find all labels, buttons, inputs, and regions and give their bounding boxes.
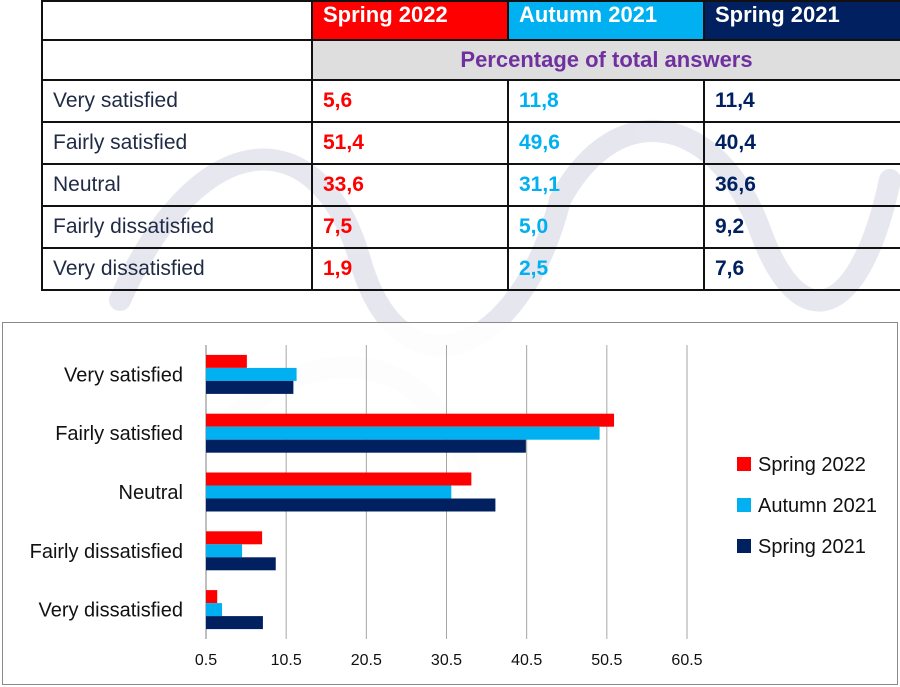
row-value: 7,5 — [311, 205, 509, 249]
row-label: Neutral — [41, 163, 313, 207]
table-row: Very satisfied 5,6 11,8 11,4 — [41, 79, 900, 123]
table-row: Very dissatisfied 1,9 2,5 7,6 — [41, 247, 900, 291]
legend-swatch — [737, 457, 751, 471]
bar — [206, 413, 615, 427]
row-value: 7,6 — [703, 247, 900, 291]
category-label: Fairly dissatisfied — [30, 541, 183, 563]
row-label: Very satisfied — [41, 79, 313, 123]
bar — [206, 498, 496, 512]
table-row: Neutral 33,6 31,1 36,6 — [41, 163, 900, 207]
row-value: 9,2 — [703, 205, 900, 249]
category-label: Fairly satisfied — [55, 423, 183, 445]
header-spring-2021: Spring 2021 — [703, 0, 900, 41]
row-label: Fairly dissatisfied — [41, 205, 313, 249]
table-subheader-row: Percentage of total answers — [41, 39, 900, 81]
bar — [206, 603, 223, 617]
bar — [206, 485, 452, 499]
bar — [206, 354, 247, 368]
row-value: 5,6 — [311, 79, 509, 123]
x-tick-label: 20.5 — [351, 652, 382, 669]
bar — [206, 426, 600, 440]
category-label: Neutral — [119, 482, 183, 504]
row-label: Very dissatisfied — [41, 247, 313, 291]
bar — [206, 472, 472, 486]
x-tick-label: 30.5 — [431, 652, 462, 669]
row-value: 36,6 — [703, 163, 900, 207]
bar — [206, 616, 263, 630]
x-tick-label: 0.5 — [195, 652, 217, 669]
bar — [206, 531, 263, 545]
row-value: 1,9 — [311, 247, 509, 291]
row-value: 51,4 — [311, 121, 509, 165]
row-value: 31,1 — [507, 163, 705, 207]
row-value: 2,5 — [507, 247, 705, 291]
legend-swatch — [737, 539, 751, 553]
category-label: Very dissatisfied — [38, 600, 183, 622]
table-row: Fairly dissatisfied 7,5 5,0 9,2 — [41, 205, 900, 249]
bar-chart: 0.5 10.5 20.5 30.5 40.5 50.5 60.5 Very satisfie… — [2, 322, 898, 685]
table-header-row: Spring 2022 Autumn 2021 Spring 2021 — [41, 0, 900, 41]
bar — [206, 367, 297, 381]
row-value: 33,6 — [311, 163, 509, 207]
x-tick-label: 50.5 — [591, 652, 622, 669]
row-value: 49,6 — [507, 121, 705, 165]
legend-label: Spring 2021 — [758, 536, 866, 558]
row-label: Fairly satisfied — [41, 121, 313, 165]
bar — [206, 439, 526, 453]
category-label: Very satisfied — [64, 364, 183, 386]
bar — [206, 557, 276, 571]
header-autumn-2021: Autumn 2021 — [507, 0, 705, 41]
bar — [206, 590, 218, 604]
x-tick-label: 10.5 — [271, 652, 302, 669]
legend-label: Spring 2022 — [758, 454, 866, 476]
x-tick-label: 40.5 — [511, 652, 542, 669]
subheader-label: Percentage of total answers — [311, 39, 900, 81]
bar — [206, 544, 243, 558]
table-row: Fairly satisfied 51,4 49,6 40,4 — [41, 121, 900, 165]
row-value: 5,0 — [507, 205, 705, 249]
results-table: Spring 2022 Autumn 2021 Spring 2021 Perc… — [41, 0, 900, 291]
header-spring-2022: Spring 2022 — [311, 0, 509, 41]
legend-swatch — [737, 498, 751, 512]
header-empty-cell — [41, 0, 313, 41]
legend-label: Autumn 2021 — [758, 495, 877, 517]
subheader-empty-cell — [41, 39, 313, 81]
x-tick-label: 60.5 — [671, 652, 702, 669]
row-value: 11,8 — [507, 79, 705, 123]
row-value: 40,4 — [703, 121, 900, 165]
chart-canvas: 0.5 10.5 20.5 30.5 40.5 50.5 60.5 Very satisfie… — [30, 345, 877, 669]
row-value: 11,4 — [703, 79, 900, 123]
bar — [206, 380, 294, 394]
